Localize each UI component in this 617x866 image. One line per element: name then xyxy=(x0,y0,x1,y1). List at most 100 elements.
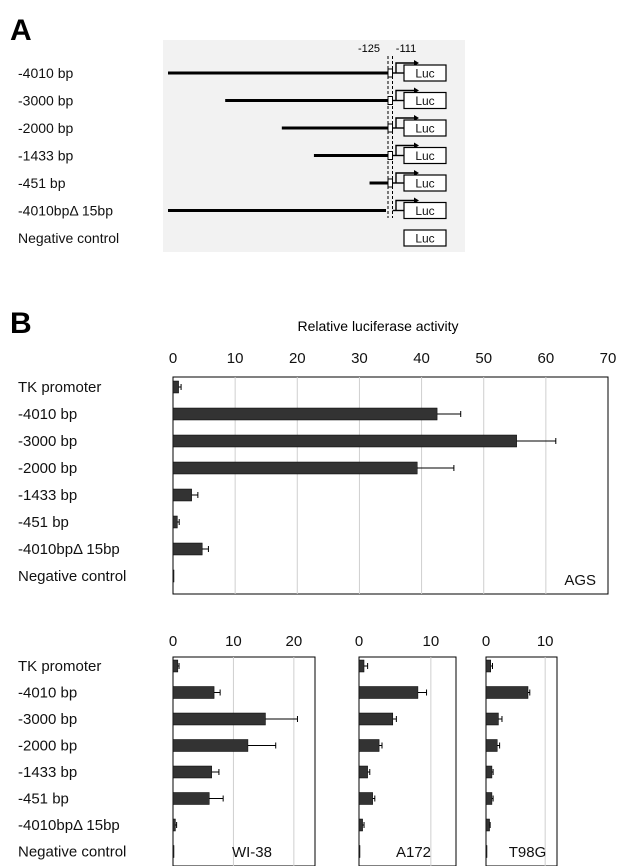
cell-line-label-t98g: T98G xyxy=(509,844,547,861)
bar-a172-negative-control xyxy=(358,845,361,858)
tick-label-ags-40: 40 xyxy=(413,350,430,367)
construct-label-3000-bp: -3000 bp xyxy=(18,93,73,109)
bar-ags-1433-bp xyxy=(172,488,192,502)
category-label-wi-38-tk-promoter: TK promoter xyxy=(18,658,101,675)
bar-a172-3000-bp xyxy=(358,712,394,726)
bar-wi-38-tk-promoter xyxy=(172,659,179,673)
tick-label-t98g-0: 0 xyxy=(482,633,490,650)
chart-wi-38: 0 10 20 TK promoter -4010 bp -3000 bp -2000 bp… xyxy=(18,633,316,866)
tss-arrow-2000-bp xyxy=(395,117,414,128)
bar-a172-4010-bp xyxy=(358,686,419,699)
bar-t98g-451-bp xyxy=(485,792,493,805)
bar-t98g-tk-promoter xyxy=(485,659,491,673)
tick-label-wi-38-20: 20 xyxy=(286,633,303,650)
luc-label-451-bp: Luc xyxy=(415,177,434,191)
bar-ags-tk-promoter xyxy=(172,380,179,394)
construct-element-box-3000-bp xyxy=(387,96,393,105)
cell-line-label-wi-38: WI-38 xyxy=(232,844,272,861)
tss-arrow-4010-bp xyxy=(395,62,414,73)
bar-wi-38-1433-bp xyxy=(172,765,212,779)
category-label-wi-38-3000-bp: -3000 bp xyxy=(18,711,77,728)
bar-t98g-negative-control xyxy=(485,845,488,858)
panel-b-x-axis-title: Relative luciferase activity xyxy=(297,318,458,334)
construct-label-1433-bp: -1433 bp xyxy=(18,148,73,164)
construct-label-451-bp: -451 bp xyxy=(18,175,66,191)
bar-a172-1433-bp xyxy=(358,765,368,779)
category-label-ags-3000-bp: -3000 bp xyxy=(18,433,77,450)
construct-element-box-1433-bp xyxy=(387,151,393,160)
construct-element-box-451-bp xyxy=(387,178,393,188)
bar-t98g-4010bp-15bp xyxy=(485,818,490,832)
construct-label-2000-bp: -2000 bp xyxy=(18,120,73,136)
category-label-wi-38-negative-control: Negative control xyxy=(18,844,126,861)
panel-a: A -125 -111 -4010 bp Luc -3000 bp Luc -2000 … xyxy=(10,14,465,252)
category-label-wi-38-4010bp-15bp: -4010bpΔ 15bp xyxy=(18,817,120,834)
tss-arrow-451-bp xyxy=(395,172,414,183)
bar-wi-38-4010bp-15bp xyxy=(172,818,176,832)
bar-charts: 0 10 20 30 40 50 60 70 TK promoter -4010 bp -3000 … xyxy=(18,350,616,866)
bar-t98g-3000-bp xyxy=(485,712,499,726)
tick-label-ags-50: 50 xyxy=(475,350,492,367)
marker-label-minus-111: -111 xyxy=(396,43,416,55)
category-label-wi-38-4010-bp: -4010 bp xyxy=(18,685,77,702)
bar-wi-38-451-bp xyxy=(172,792,210,805)
category-label-ags-2000-bp: -2000 bp xyxy=(18,460,77,477)
bar-a172-2000-bp xyxy=(358,739,380,752)
luc-box-negative-control xyxy=(403,229,447,247)
bar-ags-2000-bp xyxy=(172,461,418,475)
tick-label-a172-0: 0 xyxy=(355,633,363,650)
construct-label-4010-bp: -4010 bp xyxy=(18,65,73,81)
tick-label-ags-60: 60 xyxy=(538,350,555,367)
tick-label-ags-10: 10 xyxy=(227,350,244,367)
bar-a172-tk-promoter xyxy=(358,659,365,673)
bar-t98g-1433-bp xyxy=(485,765,493,779)
luc-label-3000-bp: Luc xyxy=(415,94,434,108)
panel-a-letter: A xyxy=(10,14,32,47)
panel-b-letter: B xyxy=(10,307,32,340)
luc-box-4010-bp xyxy=(403,64,447,82)
luc-box-2000-bp xyxy=(403,119,447,137)
category-label-ags-4010bp-15bp: -4010bpΔ 15bp xyxy=(18,541,120,558)
bar-t98g-4010-bp xyxy=(485,686,529,699)
bar-wi-38-4010-bp xyxy=(172,686,215,699)
tss-arrow-3000-bp xyxy=(395,89,414,101)
bar-ags-negative-control xyxy=(172,569,175,583)
marker-label-minus-125: -125 xyxy=(358,43,380,55)
tss-arrow-4010bp-15bp xyxy=(395,199,414,211)
bar-wi-38-3000-bp xyxy=(172,712,266,726)
construct-label-negative-control: Negative control xyxy=(18,230,119,246)
tick-label-a172-10: 10 xyxy=(423,633,440,650)
construct-label-4010bp-15bp: -4010bpΔ 15bp xyxy=(18,203,113,219)
tick-label-ags-0: 0 xyxy=(169,350,177,367)
luc-box-1433-bp xyxy=(403,146,447,165)
category-label-ags-1433-bp: -1433 bp xyxy=(18,487,77,504)
bar-wi-38-2000-bp xyxy=(172,739,249,752)
chart-ags: 0 10 20 30 40 50 60 70 TK promoter -4010 bp -3000 … xyxy=(18,350,617,595)
bar-a172-451-bp xyxy=(358,792,373,805)
panel-b: B Relative luciferase activity 0 10 20 30 40… xyxy=(10,307,616,866)
bar-t98g-2000-bp xyxy=(485,739,498,752)
bar-ags-3000-bp xyxy=(172,434,517,448)
construct-element-box-4010-bp xyxy=(387,68,393,78)
luc-label-1433-bp: Luc xyxy=(415,149,434,163)
tick-label-wi-38-0: 0 xyxy=(169,633,177,650)
luc-label-negative-control: Luc xyxy=(415,232,434,246)
category-label-ags-tk-promoter: TK promoter xyxy=(18,379,101,396)
chart-a172: 0 10 A172 xyxy=(355,633,457,866)
luc-label-2000-bp: Luc xyxy=(415,122,434,136)
category-label-ags-4010-bp: -4010 bp xyxy=(18,406,77,423)
luc-box-4010bp-15bp xyxy=(403,201,447,220)
cell-line-label-ags: AGS xyxy=(564,572,596,589)
bar-ags-4010bp-15bp xyxy=(172,542,203,556)
bar-a172-4010bp-15bp xyxy=(358,818,363,832)
tick-label-ags-70: 70 xyxy=(600,350,617,367)
category-label-wi-38-1433-bp: -1433 bp xyxy=(18,764,77,781)
category-label-ags-negative-control: Negative control xyxy=(18,568,126,585)
luc-label-4010bp-15bp: Luc xyxy=(415,204,434,218)
tick-label-t98g-10: 10 xyxy=(537,633,554,650)
chart-t98g: 0 10 T98G xyxy=(482,633,558,866)
construct-element-box-2000-bp xyxy=(387,123,393,133)
tick-label-ags-20: 20 xyxy=(289,350,306,367)
category-label-ags-451-bp: -451 bp xyxy=(18,514,69,531)
